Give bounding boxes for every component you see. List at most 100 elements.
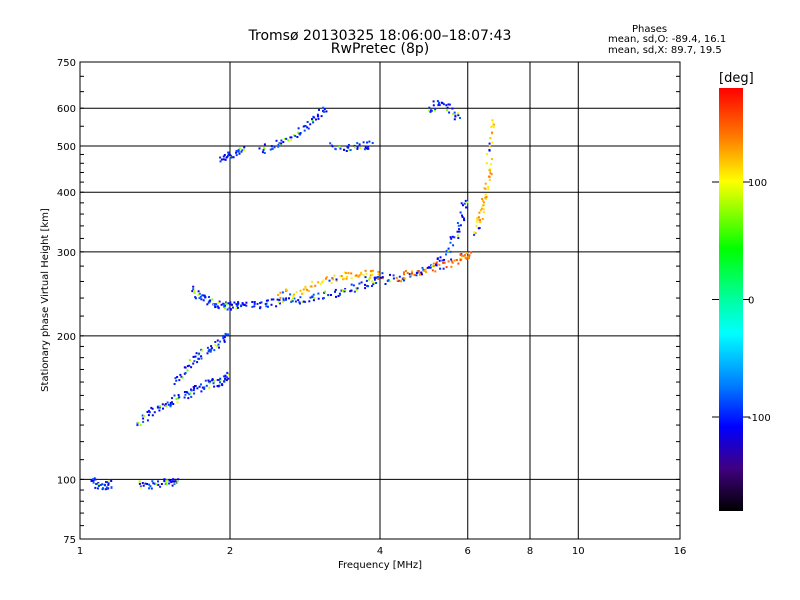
data-point bbox=[213, 380, 216, 383]
data-point bbox=[484, 196, 487, 199]
data-point bbox=[303, 129, 306, 132]
data-point bbox=[209, 350, 212, 353]
data-point bbox=[219, 340, 222, 343]
data-point bbox=[169, 403, 172, 406]
data-point bbox=[208, 382, 211, 385]
data-point bbox=[272, 298, 275, 301]
data-point bbox=[350, 289, 353, 292]
data-point bbox=[235, 154, 238, 157]
data-point bbox=[328, 279, 331, 282]
data-point bbox=[237, 150, 240, 153]
data-point bbox=[410, 274, 413, 277]
data-point bbox=[451, 261, 454, 264]
data-point bbox=[436, 257, 439, 260]
data-point bbox=[492, 122, 495, 125]
data-point bbox=[302, 125, 305, 128]
data-point bbox=[217, 379, 220, 381]
data-point bbox=[442, 103, 445, 106]
data-point bbox=[309, 123, 312, 126]
data-point bbox=[418, 271, 421, 274]
data-point bbox=[330, 282, 333, 284]
data-point bbox=[457, 237, 460, 239]
data-point bbox=[467, 255, 470, 258]
data-point bbox=[293, 293, 295, 296]
data-point bbox=[421, 266, 424, 269]
data-point bbox=[225, 376, 228, 379]
data-point bbox=[311, 119, 314, 122]
y-tick-label: 75 bbox=[63, 535, 76, 546]
data-point bbox=[138, 480, 141, 483]
data-point bbox=[432, 262, 435, 265]
data-point bbox=[208, 296, 210, 298]
data-point bbox=[353, 146, 356, 149]
data-point bbox=[208, 348, 211, 351]
data-point bbox=[290, 139, 293, 141]
data-point bbox=[334, 290, 336, 293]
data-point bbox=[488, 178, 491, 181]
data-point bbox=[380, 276, 383, 279]
data-point bbox=[206, 346, 209, 349]
data-point bbox=[447, 249, 450, 252]
data-point bbox=[172, 478, 175, 481]
y-tick-label: 600 bbox=[57, 104, 76, 115]
data-point bbox=[343, 290, 346, 293]
data-point bbox=[205, 384, 208, 387]
data-point bbox=[479, 221, 482, 224]
data-point bbox=[302, 300, 305, 303]
data-point bbox=[384, 283, 387, 285]
data-point bbox=[185, 391, 188, 393]
data-point bbox=[327, 294, 330, 296]
data-point bbox=[438, 263, 441, 266]
data-point bbox=[165, 405, 168, 408]
data-point bbox=[377, 270, 380, 273]
data-point bbox=[263, 143, 266, 146]
data-point bbox=[355, 289, 358, 291]
data-point bbox=[241, 149, 244, 152]
data-point bbox=[155, 483, 158, 486]
data-point bbox=[143, 414, 146, 417]
data-point bbox=[457, 224, 460, 227]
data-point bbox=[211, 298, 214, 301]
data-point bbox=[193, 291, 196, 294]
data-point bbox=[216, 345, 219, 348]
data-point bbox=[339, 275, 342, 278]
data-point bbox=[317, 281, 320, 284]
data-point bbox=[333, 274, 336, 277]
data-point bbox=[311, 296, 314, 299]
data-point bbox=[201, 294, 204, 297]
data-point bbox=[480, 207, 483, 210]
data-point bbox=[343, 148, 346, 151]
data-point bbox=[176, 376, 179, 378]
data-point bbox=[353, 144, 356, 147]
data-point bbox=[297, 299, 300, 302]
data-point bbox=[204, 296, 207, 299]
data-point bbox=[197, 357, 200, 360]
data-point bbox=[319, 283, 322, 285]
data-point bbox=[369, 274, 372, 277]
x-tick-label: 1 bbox=[77, 546, 83, 557]
data-point bbox=[227, 377, 230, 380]
data-point bbox=[187, 397, 190, 400]
data-point bbox=[227, 373, 230, 376]
data-point bbox=[435, 262, 438, 265]
data-point bbox=[196, 387, 199, 390]
data-point bbox=[186, 365, 189, 368]
stats-o-mode: mean, sd,O: -89.4, 16.1 bbox=[608, 34, 727, 45]
data-point bbox=[193, 360, 196, 363]
data-point bbox=[219, 381, 221, 384]
data-point bbox=[236, 305, 239, 308]
data-point bbox=[237, 301, 240, 304]
data-point bbox=[149, 485, 152, 488]
data-point bbox=[173, 394, 176, 397]
data-point bbox=[177, 396, 180, 399]
data-point bbox=[463, 254, 466, 257]
data-point bbox=[94, 486, 97, 489]
data-point bbox=[275, 305, 278, 308]
y-tick-label: 750 bbox=[57, 58, 76, 69]
data-point bbox=[151, 414, 154, 417]
data-point bbox=[461, 216, 464, 218]
data-point bbox=[365, 147, 368, 150]
data-point bbox=[263, 152, 266, 154]
data-point bbox=[411, 272, 413, 275]
data-point bbox=[211, 379, 214, 381]
